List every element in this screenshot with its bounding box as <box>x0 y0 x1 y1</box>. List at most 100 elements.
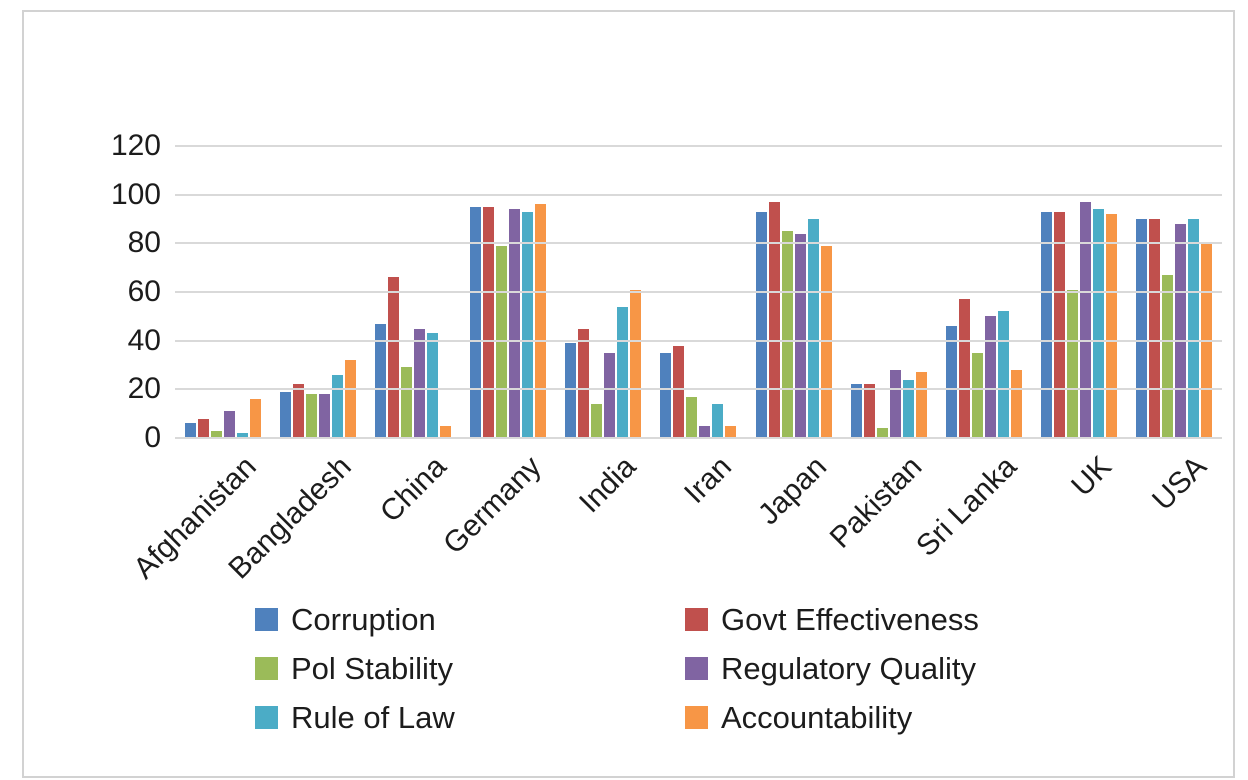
bar-pol-stability-afghanistan <box>211 430 222 438</box>
bar-groups <box>175 146 1222 438</box>
bar-accountability-japan <box>820 245 832 438</box>
bar-govt-effectiveness-germany <box>483 206 495 438</box>
legend-item-accountability: Accountability <box>685 698 979 737</box>
bar-rule-of-law-bangladesh <box>332 374 344 438</box>
legend-swatch-icon <box>685 657 708 680</box>
bar-rule-of-law-afghanistan <box>237 433 248 438</box>
bar-govt-effectiveness-usa <box>1148 219 1160 438</box>
bar-regulatory-quality-usa <box>1174 223 1186 438</box>
x-tick-label-sri-lanka: Sri Lanka <box>910 450 1024 563</box>
bar-rule-of-law-china <box>427 333 439 438</box>
bar-rule-of-law-india <box>617 306 629 438</box>
bar-group-bangladesh <box>280 146 357 438</box>
bar-regulatory-quality-bangladesh <box>319 394 331 438</box>
bar-group-india <box>565 146 642 438</box>
bar-corruption-china <box>375 323 387 438</box>
bar-regulatory-quality-china <box>414 328 426 438</box>
bar-corruption-bangladesh <box>280 391 292 438</box>
legend-label: Accountability <box>721 700 913 735</box>
bar-corruption-afghanistan <box>185 423 196 438</box>
y-tick-label-120: 120 <box>110 129 161 162</box>
bar-rule-of-law-iran <box>712 403 724 438</box>
legend-label: Pol Stability <box>291 651 453 686</box>
legend-swatch-icon <box>685 706 708 729</box>
bar-accountability-sri-lanka <box>1010 369 1022 438</box>
y-tick-label-80: 80 <box>127 226 161 260</box>
gridline-60 <box>175 291 1222 293</box>
gridline-40 <box>175 339 1222 342</box>
bar-pol-stability-china <box>401 367 413 438</box>
legend-item-govt-effectiveness: Govt Effectiveness <box>685 600 979 639</box>
bar-corruption-uk <box>1040 211 1052 438</box>
bar-regulatory-quality-germany <box>509 209 521 438</box>
y-tick-label-20: 20 <box>127 372 161 406</box>
gridline-80 <box>175 242 1222 245</box>
bar-govt-effectiveness-japan <box>768 201 780 438</box>
bar-corruption-usa <box>1135 219 1147 438</box>
legend-label: Corruption <box>291 602 436 637</box>
bar-rule-of-law-germany <box>522 211 534 438</box>
y-tick-label-60: 60 <box>127 275 161 308</box>
bar-group-pakistan <box>850 146 927 438</box>
bar-pol-stability-bangladesh <box>306 394 318 438</box>
bar-regulatory-quality-pakistan <box>889 369 901 438</box>
x-tick-label-china: China <box>373 450 453 529</box>
legend-label: Govt Effectiveness <box>721 602 979 637</box>
bar-accountability-afghanistan <box>250 399 261 438</box>
bar-accountability-china <box>440 425 452 438</box>
gridline-0 <box>175 437 1222 439</box>
bar-accountability-iran <box>725 425 737 438</box>
legend-swatch-icon <box>255 657 278 680</box>
bar-rule-of-law-usa <box>1187 219 1199 438</box>
bar-accountability-germany <box>535 204 547 438</box>
plot-area <box>175 145 1222 439</box>
bar-group-japan <box>755 146 832 438</box>
bar-pol-stability-pakistan <box>876 428 888 438</box>
bar-rule-of-law-japan <box>807 219 819 438</box>
bar-accountability-bangladesh <box>345 360 357 438</box>
bar-pol-stability-india <box>591 403 603 438</box>
bar-regulatory-quality-uk <box>1079 201 1091 438</box>
bar-rule-of-law-sri-lanka <box>997 311 1009 438</box>
bar-pol-stability-iran <box>686 396 698 438</box>
bar-group-iran <box>660 146 737 438</box>
x-tick-label-india: India <box>573 450 643 520</box>
bar-govt-effectiveness-uk <box>1053 211 1065 438</box>
y-tick-label-100: 100 <box>110 177 161 211</box>
bar-group-sri-lanka <box>945 146 1022 438</box>
bar-pol-stability-usa <box>1161 274 1173 438</box>
x-tick-label-japan: Japan <box>751 450 833 532</box>
gridline-100 <box>175 193 1222 196</box>
bar-group-china <box>375 146 452 438</box>
gridline-20 <box>175 388 1222 391</box>
bar-accountability-uk <box>1105 214 1117 438</box>
bar-corruption-india <box>565 343 577 438</box>
bar-govt-effectiveness-india <box>578 328 590 438</box>
x-tick-label-usa: USA <box>1146 450 1214 517</box>
bar-corruption-pakistan <box>850 384 862 438</box>
bar-govt-effectiveness-afghanistan <box>198 418 209 438</box>
bar-accountability-pakistan <box>915 372 927 438</box>
legend-label: Rule of Law <box>291 700 455 735</box>
legend: Corruption Govt Effectiveness Pol Stabilit… <box>255 600 979 737</box>
bar-regulatory-quality-iran <box>699 425 711 438</box>
bar-rule-of-law-uk <box>1092 209 1104 438</box>
legend-item-pol-stability: Pol Stability <box>255 649 685 688</box>
bar-corruption-sri-lanka <box>945 326 957 438</box>
bar-corruption-japan <box>755 211 767 438</box>
bar-govt-effectiveness-china <box>388 277 400 438</box>
legend-item-corruption: Corruption <box>255 600 685 639</box>
chart-frame: 0 20 40 60 80 100 120 Afghanistan Bangladesh Chi… <box>22 10 1235 778</box>
gridline-120 <box>175 145 1222 147</box>
bar-group-uk <box>1040 146 1117 438</box>
x-tick-label-iran: Iran <box>677 450 738 510</box>
bar-govt-effectiveness-bangladesh <box>293 384 305 438</box>
legend-item-rule-of-law: Rule of Law <box>255 698 685 737</box>
legend-label: Regulatory Quality <box>721 651 977 686</box>
bar-accountability-india <box>630 289 642 438</box>
legend-swatch-icon <box>255 608 278 631</box>
x-tick-label-uk: UK <box>1065 450 1119 503</box>
bar-pol-stability-uk <box>1066 289 1078 438</box>
bar-govt-effectiveness-sri-lanka <box>958 299 970 438</box>
legend-swatch-icon <box>255 706 278 729</box>
